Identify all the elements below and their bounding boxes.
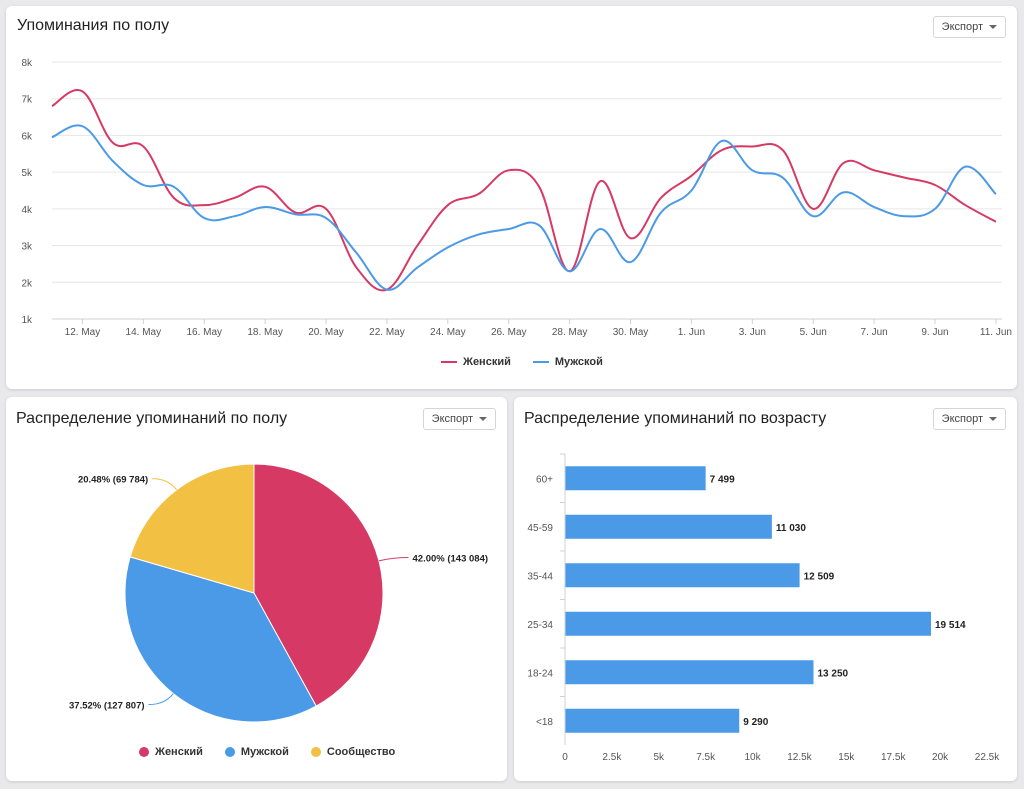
bar-<18 — [565, 708, 740, 733]
x-tick-label: 22.5k — [975, 752, 1000, 763]
legend-swatch — [310, 747, 321, 757]
y-category-label: 45-59 — [527, 523, 553, 534]
y-tick-label: 1k — [21, 315, 33, 326]
y-tick-label: 2k — [21, 278, 33, 289]
export-button[interactable]: Экспорт — [422, 408, 496, 430]
bar-chart: 60+ 7 499 45-59 11 030 35-44 12 509 25-34 19 51… — [527, 453, 1000, 763]
y-tick-label: 3k — [21, 242, 33, 253]
y-category-label: 25-34 — [527, 620, 553, 631]
x-tick-label: 1. Jun — [678, 327, 705, 338]
y-tick-label: 6k — [21, 131, 33, 142]
legend-label: Мужской — [240, 746, 289, 758]
legend-item-female[interactable]: Женский — [139, 746, 203, 758]
legend-swatch — [532, 361, 549, 363]
x-tick-label: 15k — [838, 752, 855, 763]
x-tick-label: 5k — [653, 752, 665, 763]
x-tick-label: 3. Jun — [739, 327, 766, 338]
x-tick-label: 30. May — [613, 327, 649, 338]
gender-distribution-card: Распределение упоминаний по полу Экспорт… — [6, 397, 507, 781]
y-category-label: 35-44 — [527, 571, 553, 582]
legend-swatch — [139, 747, 149, 757]
series-line-male — [51, 124, 997, 291]
x-tick-label: 18. May — [247, 327, 283, 338]
legend-item-female[interactable]: Женский — [441, 356, 511, 368]
pie-connector — [378, 556, 409, 562]
x-tick-label: 10k — [744, 752, 761, 763]
pie-slice-female — [253, 463, 384, 707]
bar-45-59 — [565, 514, 772, 539]
legend-label: Мужской — [554, 356, 603, 368]
y-tick-label: 8k — [21, 58, 33, 69]
bar-data-label: 13 250 — [818, 668, 849, 679]
bar-data-label: 12 509 — [804, 571, 835, 582]
legend-label: Сообщество — [326, 746, 396, 758]
pie-connector — [148, 693, 174, 706]
y-tick-label: 5k — [21, 168, 33, 179]
pie-label-male: 37.52% (127 807) — [69, 701, 145, 712]
chevron-down-icon — [479, 417, 487, 421]
x-tick-label: 22. May — [369, 327, 405, 338]
bar-data-label: 11 030 — [776, 523, 806, 534]
pie-label-female: 42.00% (143 084) — [413, 553, 489, 564]
x-tick-label: 26. May — [491, 327, 527, 338]
bar-data-label: 7 499 — [710, 474, 735, 485]
x-tick-label: 28. May — [552, 327, 588, 338]
x-tick-label: 12.5k — [787, 752, 812, 763]
bar-data-label: 19 514 — [935, 620, 966, 631]
bar-60+ — [565, 466, 706, 491]
export-label: Экспорт — [941, 21, 983, 33]
pie-connector — [152, 478, 177, 491]
bar-data-label: 9 290 — [743, 717, 768, 728]
legend-item-male[interactable]: Мужской — [224, 746, 289, 758]
export-button[interactable]: Экспорт — [932, 408, 1006, 430]
series-line-female — [51, 89, 997, 292]
x-tick-label: 20. May — [308, 327, 344, 338]
legend-swatch — [441, 361, 457, 363]
x-tick-label: 9. Jun — [921, 327, 948, 338]
x-tick-label: 7. Jun — [860, 327, 887, 338]
line-chart-title: Упоминания по полу — [17, 17, 170, 34]
x-tick-label: 14. May — [126, 327, 162, 338]
chevron-down-icon — [989, 25, 997, 29]
y-category-label: 18-24 — [527, 668, 553, 679]
y-category-label: <18 — [536, 717, 553, 728]
x-tick-label: 5. Jun — [800, 327, 827, 338]
bar-chart-title: Распределение упоминаний по возрасту — [524, 410, 827, 427]
bar-35-44 — [565, 563, 800, 588]
legend-item-male[interactable]: Мужской — [532, 356, 603, 368]
x-tick-label: 7.5k — [696, 752, 716, 763]
chevron-down-icon — [989, 417, 997, 421]
x-tick-label: 20k — [932, 752, 949, 763]
x-tick-label: 24. May — [430, 327, 466, 338]
export-label: Экспорт — [431, 413, 473, 425]
y-tick-label: 7k — [21, 95, 33, 106]
mentions-by-gender-card: Упоминания по полу Экспорт 1k 2k 3k 4k 5k 6k 7… — [6, 6, 1017, 389]
age-distribution-card: Распределение упоминаний по возрасту Экс… — [514, 397, 1017, 781]
pie-chart-legend: Женский Мужской Сообщество — [139, 746, 395, 758]
x-tick-label: 17.5k — [881, 752, 906, 763]
pie-chart: 42.00% (143 084) 37.52% (127 807) 20.48% (… — [69, 463, 489, 723]
pie-slice-male — [124, 556, 317, 723]
export-label: Экспорт — [941, 413, 983, 425]
pie-label-community: 20.48% (69 784) — [78, 475, 148, 486]
x-tick-label: 0 — [562, 752, 568, 763]
x-tick-label: 2.5k — [602, 752, 622, 763]
x-tick-label: 16. May — [186, 327, 222, 338]
y-tick-label: 4k — [21, 205, 33, 216]
line-chart: 1k 2k 3k 4k 5k 6k 7k 8k 12. May 14. May 16. May 18.… — [21, 58, 1012, 338]
pie-chart-title: Распределение упоминаний по полу — [16, 410, 288, 427]
x-tick-label: 12. May — [65, 327, 101, 338]
legend-label: Женский — [463, 356, 511, 368]
x-tick-label: 11. Jun — [980, 327, 1012, 338]
line-chart-legend: Женский Мужской — [441, 356, 603, 368]
legend-item-community[interactable]: Сообщество — [310, 746, 396, 758]
legend-label: Женский — [155, 746, 203, 758]
y-category-label: 60+ — [536, 474, 553, 485]
legend-swatch — [224, 747, 235, 757]
export-button[interactable]: Экспорт — [932, 16, 1006, 38]
bar-25-34 — [565, 611, 931, 636]
bar-18-24 — [565, 660, 814, 685]
